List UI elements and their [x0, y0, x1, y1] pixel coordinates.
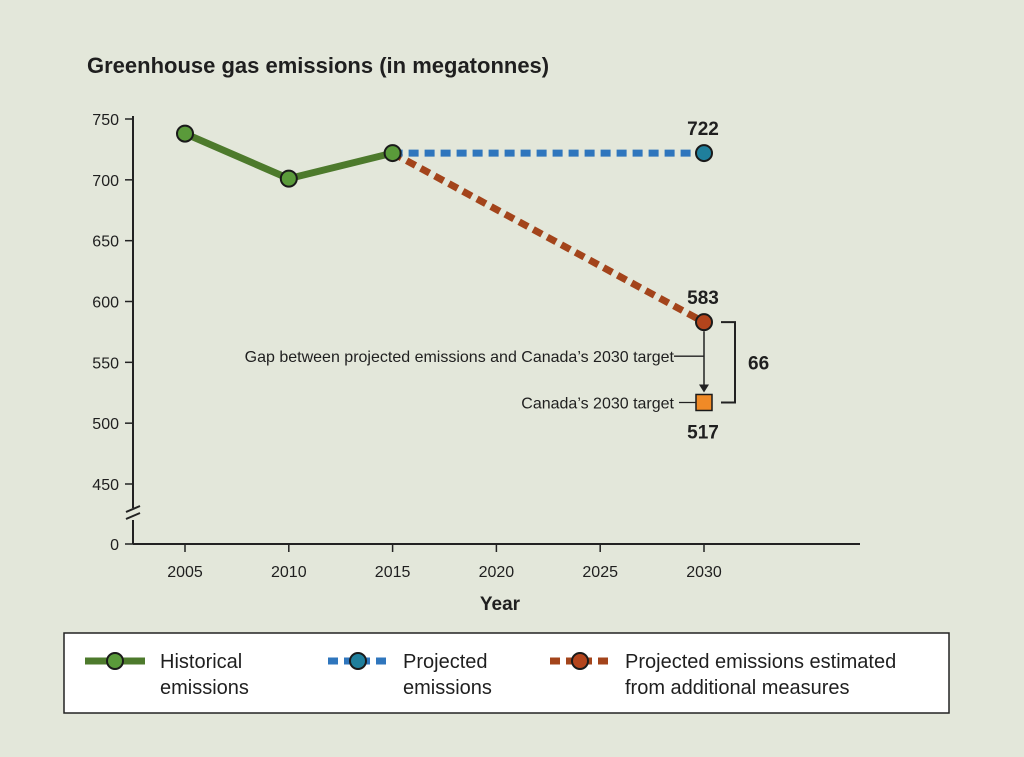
plot-area: 0 450 500 550 600 650 700 750 2005 2010 2015 2020 20… [92, 112, 860, 581]
series-1-point [695, 144, 713, 163]
series-0-point [176, 124, 194, 143]
legend-label-line2: emissions [403, 677, 492, 699]
y-tick-label: 750 [92, 112, 119, 129]
value-label: 583 [687, 288, 719, 309]
x-axis-title: Year [480, 594, 521, 615]
axis-break-mark [125, 505, 141, 520]
value-label: 722 [687, 119, 719, 140]
gap-label: Gap between projected emissions and Cana… [245, 349, 675, 366]
legend-label-line1: Historical [160, 651, 242, 673]
legend-box [63, 632, 950, 714]
target-marker [695, 393, 713, 412]
x-tick-label: 2010 [271, 564, 307, 581]
y-tick-label: 550 [92, 355, 119, 372]
gap-bracket [721, 321, 736, 404]
legend-swatch-marker [571, 652, 589, 670]
x-tick-label: 2020 [479, 564, 515, 581]
x-tick-label: 2015 [375, 564, 411, 581]
gap-value: 66 [748, 353, 769, 374]
legend-label-line2: emissions [160, 677, 249, 699]
y-tick-label: 0 [110, 537, 119, 554]
x-tick-label: 2005 [167, 564, 203, 581]
legend-label-line1: Projected emissions estimated [625, 651, 896, 673]
series-line-2 [390, 149, 706, 326]
legend-label-line1: Projected [403, 651, 488, 673]
x-tick-label: 2025 [582, 564, 618, 581]
y-tick-label: 650 [92, 234, 119, 251]
y-tick-label: 600 [92, 295, 119, 312]
y-tick-label: 450 [92, 477, 119, 494]
series-2-point [695, 313, 713, 332]
legend-swatch-marker [106, 652, 124, 670]
chart-title: Greenhouse gas emissions (in megatonnes) [87, 53, 549, 78]
x-tick-label: 2030 [686, 564, 722, 581]
y-tick-label: 700 [92, 173, 119, 190]
legend-swatch-marker [349, 652, 367, 670]
legend-label-line2: from additional measures [625, 677, 850, 699]
y-tick-label: 500 [92, 416, 119, 433]
value-label: 517 [687, 422, 719, 443]
target-label: Canada’s 2030 target [521, 395, 674, 412]
series-0-point [279, 169, 298, 188]
gap-arrowhead [699, 384, 709, 393]
series-0-point [383, 144, 402, 163]
legend: Historical emissions Projected emissions Pro… [63, 632, 950, 714]
